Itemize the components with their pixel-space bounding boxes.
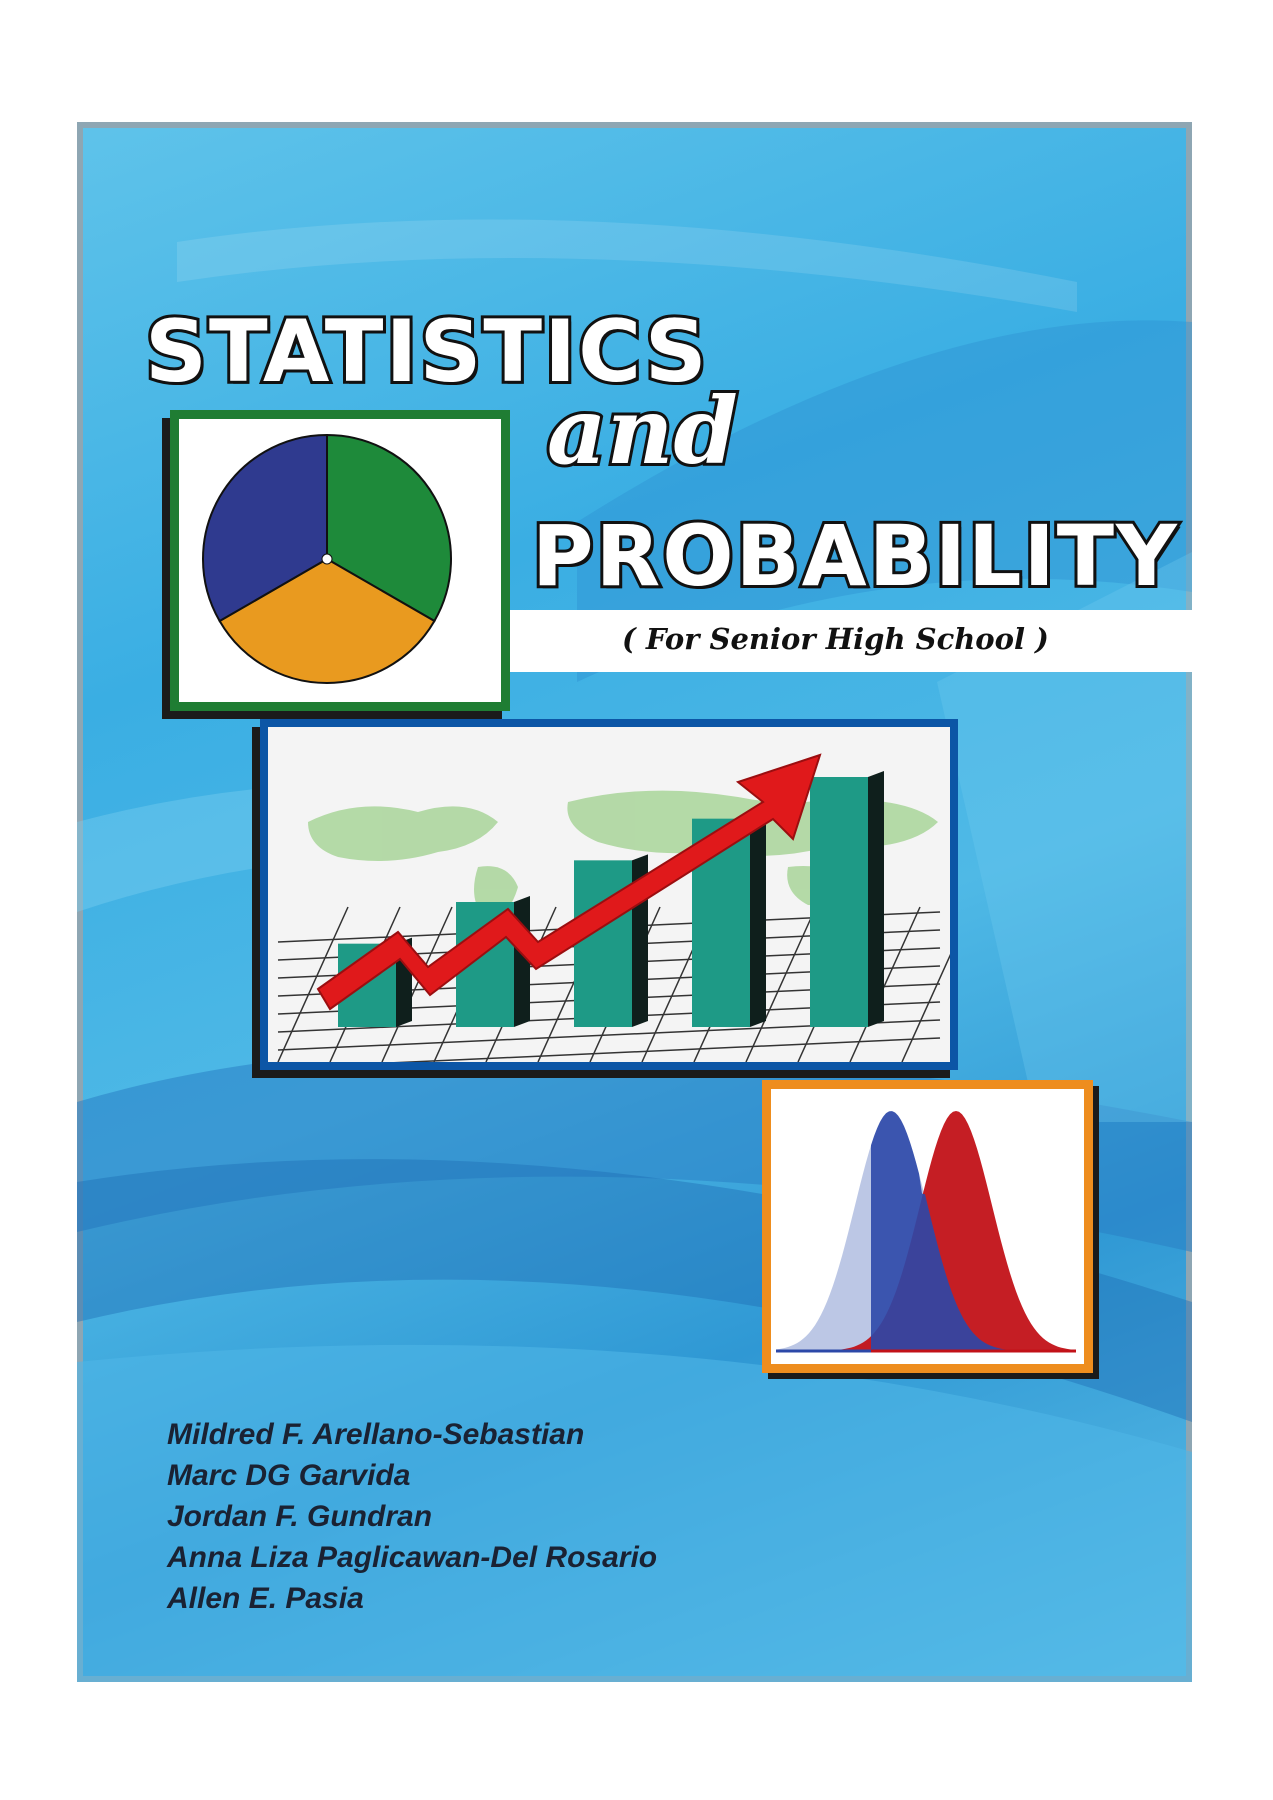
author-name: Allen E. Pasia	[167, 1582, 364, 1615]
pie-center-dot	[321, 553, 333, 565]
trend-arrow-graphic	[316, 753, 822, 1011]
bar-chart-illustration	[260, 719, 1025, 1070]
distribution-curves-graphic	[776, 1111, 1076, 1353]
grid-line	[381, 906, 453, 1063]
bar	[574, 860, 632, 1027]
pie-slice	[218, 557, 436, 684]
bar-side	[750, 812, 766, 1027]
overlap-curve-graphic	[871, 1111, 1021, 1351]
author-list: Mildred F. Arellano-Sebastian Marc DG Ga…	[167, 1414, 657, 1619]
pie-chart-graphic	[202, 433, 452, 684]
author-name: Mildred F. Arellano-Sebastian	[167, 1418, 585, 1451]
pie-slice	[202, 433, 328, 623]
title-and: and	[544, 374, 741, 488]
distribution-curves-illustration	[762, 1080, 1093, 1373]
author-name: Anna Liza Paglicawan-Del Rosario	[167, 1541, 658, 1574]
subtitle: ( For Senior High School )	[622, 622, 1049, 656]
title-probability: PROBABILITY	[529, 504, 1180, 608]
bar-chart-graphic	[277, 753, 1025, 1069]
grid-line	[745, 906, 817, 1063]
book-cover: STATISTICS and PROBABILITY ( For Senior …	[77, 122, 1192, 1682]
bar-side	[868, 771, 884, 1027]
subtitle-band	[497, 610, 1192, 672]
title-statistics: STATISTICS	[142, 299, 710, 405]
bar	[810, 777, 868, 1027]
pie-slice	[326, 433, 452, 623]
author-name: Jordan F. Gundran	[167, 1500, 433, 1533]
grid-line	[277, 906, 349, 1063]
grid-line	[849, 906, 921, 1063]
grid-line	[277, 1037, 941, 1069]
pie-chart-illustration	[170, 410, 510, 711]
author-name: Marc DG Garvida	[167, 1459, 411, 1492]
